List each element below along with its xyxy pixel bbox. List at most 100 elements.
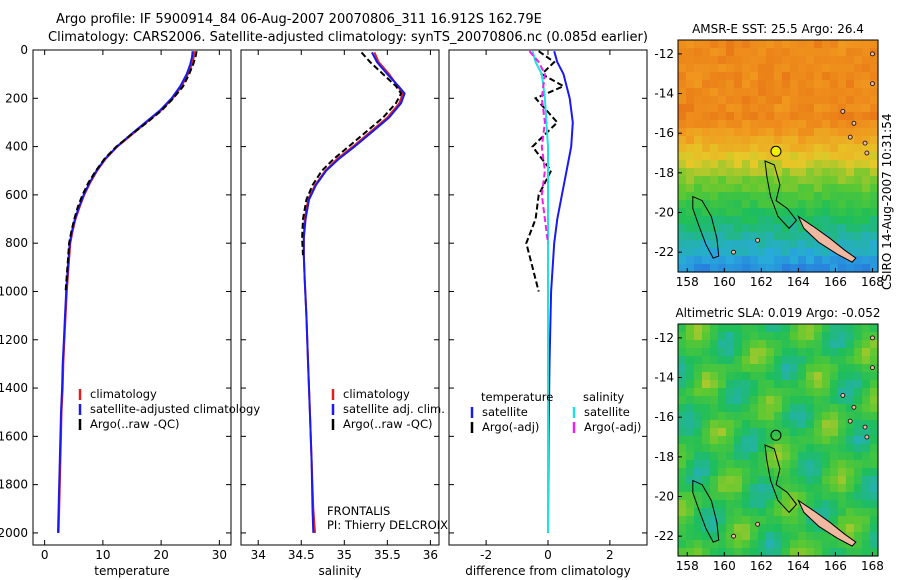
series-line-argo-raw-qc- [64, 51, 198, 292]
heatmap-cell [742, 340, 751, 349]
heatmap-cell [830, 208, 839, 217]
heatmap-cell [862, 548, 871, 557]
heatmap-cell [798, 460, 807, 469]
heatmap-cell [678, 104, 687, 113]
heatmap-cell [710, 112, 719, 121]
heatmap-cell [854, 364, 863, 373]
heatmap-cell [718, 224, 727, 233]
heatmap-cell [702, 64, 711, 73]
heatmap-cell [822, 508, 831, 517]
heatmap-cell [798, 160, 807, 169]
heatmap-cell [678, 200, 687, 209]
heatmap-cell [718, 192, 727, 201]
heatmap-cell [686, 356, 695, 365]
heatmap-cell [758, 460, 767, 469]
heatmap-cell [782, 128, 791, 137]
heatmap-cell [862, 332, 871, 341]
heatmap-cell [854, 412, 863, 421]
heatmap-cell [846, 524, 855, 533]
heatmap-cell [750, 56, 759, 65]
heatmap-cell [678, 192, 687, 201]
difference-xlabel: difference from climatology [465, 564, 631, 578]
heatmap-cell [782, 80, 791, 89]
heatmap-cell [710, 88, 719, 97]
heatmap-cell [694, 468, 703, 477]
heatmap-cell [734, 80, 743, 89]
heatmap-cell [830, 264, 839, 273]
heatmap-cell [766, 372, 775, 381]
heatmap-cell [806, 444, 815, 453]
heatmap-cell [750, 80, 759, 89]
heatmap-cell [734, 88, 743, 97]
heatmap-cell [822, 500, 831, 509]
heatmap-cell [814, 200, 823, 209]
heatmap-cell [710, 492, 719, 501]
heatmap-cell [806, 200, 815, 209]
temperature-xtick-label: 30 [212, 548, 227, 562]
heatmap-cell [734, 256, 743, 265]
heatmap-cell [830, 56, 839, 65]
heatmap-cell [702, 516, 711, 525]
heatmap-cell [694, 56, 703, 65]
heatmap-cell [750, 396, 759, 405]
heatmap-cell [870, 348, 879, 357]
heatmap-cell [822, 532, 831, 541]
legend-header-temperature: temperature [481, 390, 553, 404]
heatmap-cell [870, 460, 879, 469]
heatmap-cell [814, 184, 823, 193]
heatmap-cell [822, 128, 831, 137]
heatmap-cell [686, 348, 695, 357]
heatmap-cell [822, 248, 831, 257]
heatmap-cell [854, 396, 863, 405]
heatmap-cell [790, 64, 799, 73]
heatmap-cell [774, 484, 783, 493]
heatmap-cell [710, 256, 719, 265]
heatmap-cell [726, 324, 735, 333]
heatmap-cell [742, 104, 751, 113]
heatmap-cell [750, 428, 759, 437]
heatmap-cell [806, 404, 815, 413]
heatmap-cell [854, 532, 863, 541]
heatmap-cell [838, 256, 847, 265]
heatmap-cell [790, 428, 799, 437]
heatmap-cell [774, 524, 783, 533]
depth-tick-label: 1000 [0, 284, 28, 298]
heatmap-cell [870, 340, 879, 349]
heatmap-cell [758, 168, 767, 177]
heatmap-cell [686, 516, 695, 525]
heatmap-cell [766, 348, 775, 357]
heatmap-cell [798, 200, 807, 209]
heatmap-cell [766, 324, 775, 333]
heatmap-cell [750, 216, 759, 225]
heatmap-cell [686, 364, 695, 373]
heatmap-cell [766, 332, 775, 341]
heatmap-cell [838, 332, 847, 341]
heatmap-cell [774, 88, 783, 97]
heatmap-cell [814, 396, 823, 405]
heatmap-cell [702, 208, 711, 217]
heatmap-cell [862, 444, 871, 453]
heatmap-cell [870, 152, 879, 161]
heatmap-cell [702, 256, 711, 265]
heatmap-cell [814, 112, 823, 121]
heatmap-cell [678, 248, 687, 257]
heatmap-cell [686, 444, 695, 453]
heatmap-cell [830, 224, 839, 233]
heatmap-cell [758, 80, 767, 89]
heatmap-cell [758, 332, 767, 341]
heatmap-cell [814, 372, 823, 381]
small-island [755, 521, 761, 527]
heatmap-cell [758, 492, 767, 501]
heatmap-cell [694, 524, 703, 533]
heatmap-cell [838, 540, 847, 549]
sst-map-ytick-label: -22 [654, 245, 674, 259]
heatmap-cell [742, 388, 751, 397]
heatmap-cell [870, 256, 879, 265]
heatmap-cell [798, 404, 807, 413]
heatmap-cell [854, 548, 863, 557]
heatmap-cell [702, 380, 711, 389]
heatmap-cell [726, 232, 735, 241]
heatmap-cell [694, 476, 703, 485]
heatmap-cell [710, 128, 719, 137]
heatmap-cell [838, 72, 847, 81]
